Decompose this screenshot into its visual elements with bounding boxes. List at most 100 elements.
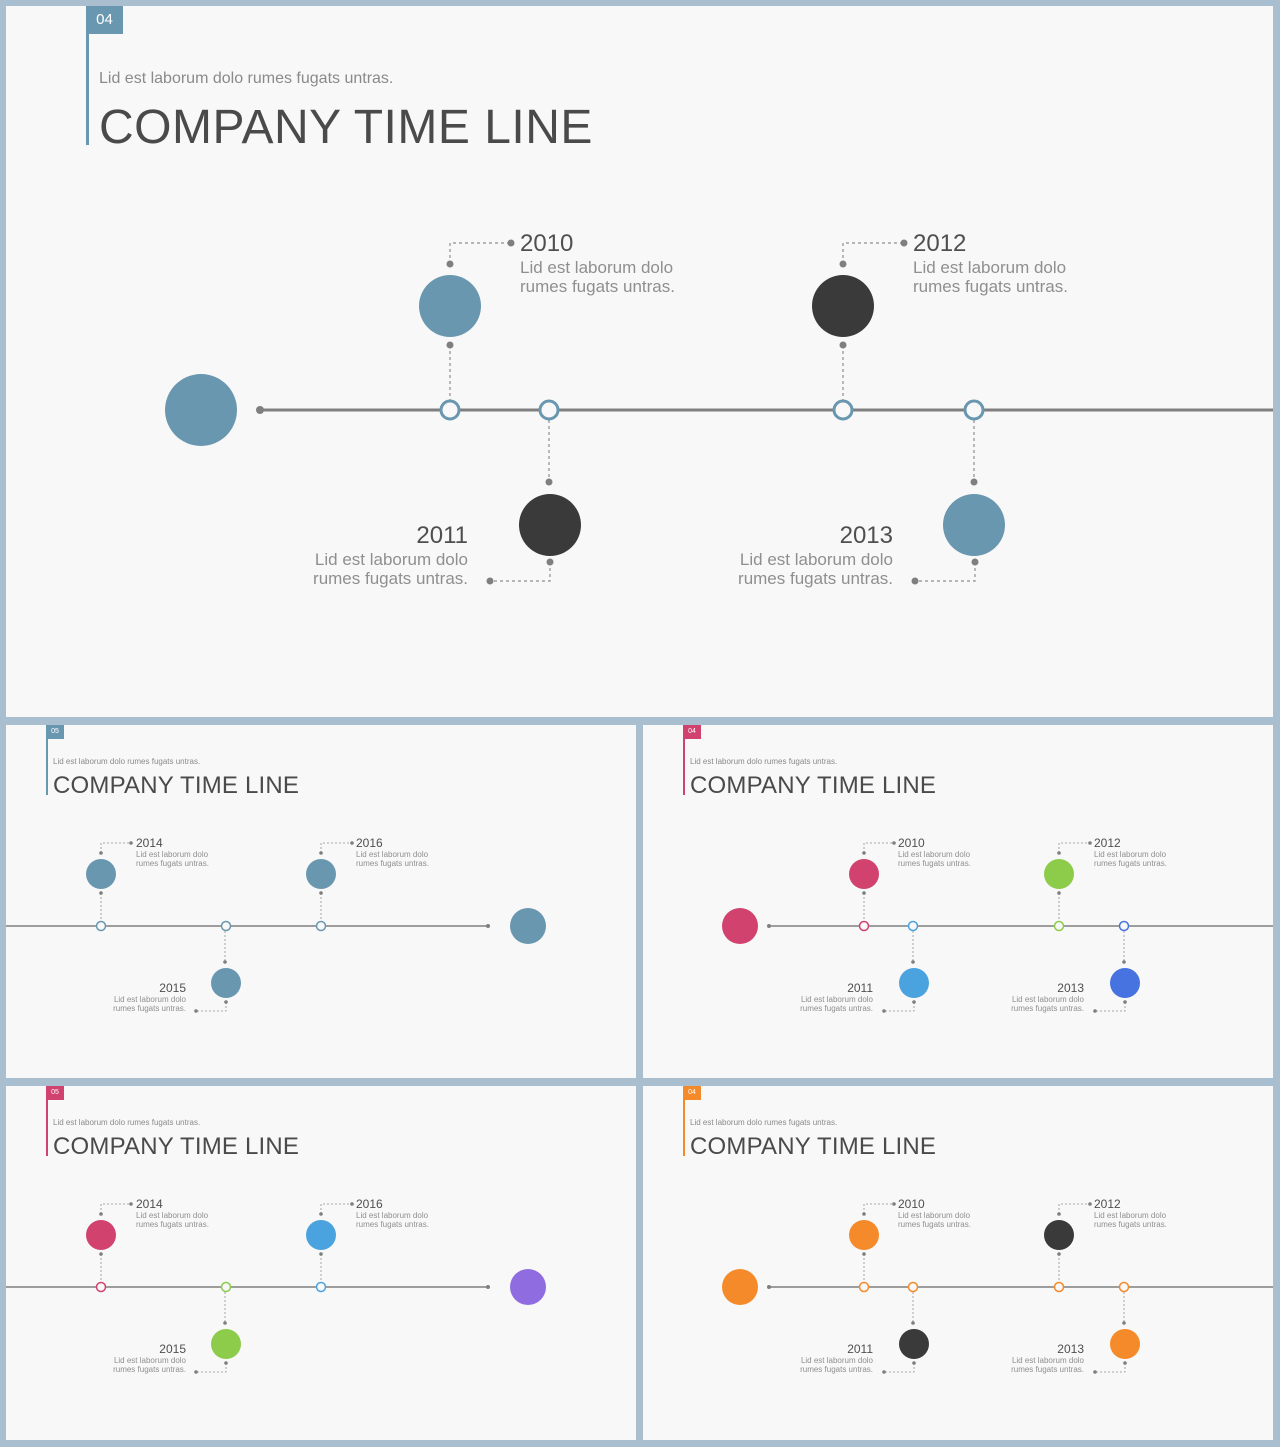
event-year-2012: 2012: [1094, 836, 1121, 850]
dot: [882, 1009, 886, 1013]
slide-number-tag: 05: [46, 725, 64, 739]
connector: [863, 1203, 894, 1214]
dot: [1123, 1000, 1127, 1004]
event-text-2010-line2: rumes fugats untras.: [520, 277, 675, 296]
axis-marker: [858, 920, 870, 932]
start-circle: [165, 374, 237, 446]
event-circle-2010: [419, 275, 481, 337]
event-text-2013-line1: Lid est laborum dolo: [1011, 995, 1084, 1004]
dot: [194, 1009, 198, 1013]
dot: [319, 1252, 323, 1256]
event-text-2011-line2: rumes fugats untras.: [800, 1365, 873, 1374]
event-text-2010-line1: Lid est laborum dolo: [898, 850, 971, 859]
axis-start-dot: [256, 406, 264, 414]
timeline-graphic: [722, 841, 1273, 1013]
event-circle-2010: [849, 1220, 879, 1250]
connector: [1095, 1363, 1126, 1373]
event-year-2016: 2016: [356, 1197, 383, 1211]
event-text-2012-line2: rumes fugats untras.: [1094, 1220, 1167, 1229]
event-text-2013-line2: rumes fugats untras.: [1011, 1365, 1084, 1374]
event-text-2011-line2: rumes fugats untras.: [800, 1004, 873, 1013]
dot: [839, 341, 847, 349]
slide-subtitle: Lid est laborum dolo rumes fugats untras…: [53, 1118, 201, 1127]
slide-subtitle: Lid est laborum dolo rumes fugats untras…: [99, 70, 394, 87]
connector-2011-bottom: [490, 562, 551, 582]
event-year-2013: 2013: [1057, 981, 1084, 995]
dot: [99, 1212, 103, 1216]
event-text-2016-line1: Lid est laborum dolo: [356, 1211, 429, 1220]
event-year-2014: 2014: [136, 836, 163, 850]
event-year-2013: 2013: [1057, 1342, 1084, 1356]
dot: [446, 260, 454, 268]
slide-title: COMPANY TIME LINE: [690, 772, 937, 799]
end-circle: [510, 908, 546, 944]
event-text-2016-line1: Lid est laborum dolo: [356, 850, 429, 859]
event-year-2011: 2011: [847, 1342, 873, 1356]
dot: [446, 341, 454, 349]
event-circle-2016: [306, 1220, 336, 1250]
event-circle-2015: [211, 968, 241, 998]
event-text-2010-line1: Lid est laborum dolo: [898, 1211, 971, 1220]
slide-title: COMPANY TIME LINE: [53, 1133, 300, 1160]
dot: [912, 1361, 916, 1365]
slide-orange-left: 04 Lid est laborum dolo rumes fugats unt…: [643, 1086, 1273, 1440]
dot: [912, 1000, 916, 1004]
dot: [970, 478, 978, 486]
slide-blue-right: 05 Lid est laborum dolo rumes fugats unt…: [6, 725, 636, 1078]
dot: [350, 841, 354, 845]
dot: [911, 577, 919, 585]
connector: [196, 1002, 227, 1012]
axis-marker: [220, 1281, 232, 1293]
event-year-2014: 2014: [136, 1197, 163, 1211]
axis-marker: [315, 1281, 327, 1293]
event-year-2011: 2011: [847, 981, 873, 995]
dot: [223, 1321, 227, 1325]
event-circle-2015: [211, 1329, 241, 1359]
axis-marker: [858, 1281, 870, 1293]
axis-marker: [963, 399, 985, 421]
timeline-graphic: [6, 841, 546, 1013]
event-circle-2013: [1110, 968, 1140, 998]
event-text-2012-line1: Lid est laborum dolo: [1094, 1211, 1167, 1220]
event-text-2014-line2: rumes fugats untras.: [136, 1220, 209, 1229]
event-text-2015-line1: Lid est laborum dolo: [113, 995, 186, 1004]
event-text-2015-line2: rumes fugats untras.: [113, 1365, 186, 1374]
event-circle-2014: [86, 1220, 116, 1250]
dot: [224, 1000, 228, 1004]
slide-title: COMPANY TIME LINE: [690, 1133, 937, 1160]
dot: [194, 1370, 198, 1374]
dot: [1122, 960, 1126, 964]
slide-number-tag: 04: [86, 6, 123, 34]
dot: [545, 478, 553, 486]
dot: [99, 891, 103, 895]
axis-marker: [95, 1281, 107, 1293]
dot: [507, 239, 515, 247]
dot: [911, 960, 915, 964]
connector: [1058, 842, 1090, 853]
connector: [863, 842, 894, 853]
connector: [884, 1002, 915, 1012]
dot: [1088, 1202, 1092, 1206]
connector: [100, 1203, 131, 1214]
dot: [1057, 851, 1061, 855]
event-text-2010-line2: rumes fugats untras.: [898, 859, 971, 868]
connector-2012-top: [842, 242, 904, 264]
start-circle: [722, 1269, 758, 1305]
dot: [129, 841, 133, 845]
axis-end-dot: [486, 924, 490, 928]
dot: [1057, 1252, 1061, 1256]
dot: [99, 1252, 103, 1256]
event-circle-2012: [1044, 1220, 1074, 1250]
axis-marker: [1053, 920, 1065, 932]
dot: [839, 260, 847, 268]
slide-main: 04 Lid est laborum dolo rumes fugats unt…: [6, 6, 1273, 717]
event-year-2012: 2012: [913, 230, 967, 257]
start-circle: [722, 908, 758, 944]
dot: [1093, 1009, 1097, 1013]
event-text-2012-line2: rumes fugats untras.: [1094, 859, 1167, 868]
event-text-2012-line1: Lid est laborum dolo: [913, 258, 1067, 277]
event-text-2013-line2: rumes fugats untras.: [738, 569, 893, 588]
axis-marker: [315, 920, 327, 932]
dot: [892, 1202, 896, 1206]
dot: [129, 1202, 133, 1206]
